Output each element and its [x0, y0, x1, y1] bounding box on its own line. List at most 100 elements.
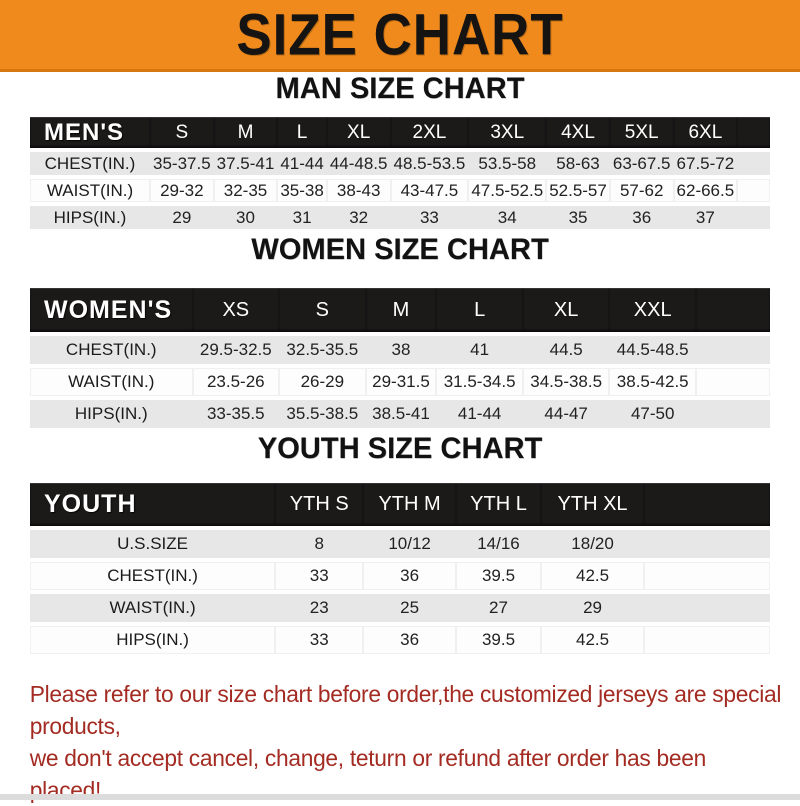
value-cell: 29-31.5	[365, 368, 437, 396]
value-cell: 67.5-72	[673, 152, 738, 175]
spacer-cell	[696, 368, 770, 396]
value-cell: 31	[277, 206, 327, 229]
size-column-header: 4XL	[546, 117, 610, 148]
value-cell: 33	[275, 562, 364, 590]
table-row: HIPS(IN.) 29 30 31 32 33 34 35 36 37	[30, 206, 770, 229]
table-title-cell: MEN'S	[30, 117, 150, 148]
value-cell: 36	[363, 626, 456, 654]
value-cell: 35-38	[277, 179, 327, 202]
size-column-header: 3XL	[468, 117, 547, 148]
disclaimer-line-2: we don't accept cancel, change, teturn o…	[29, 745, 707, 803]
table-row: WAIST(IN.) 29-32 32-35 35-38 38-43 43-47.5 47.…	[30, 179, 770, 202]
size-column-header: M	[365, 288, 437, 332]
spacer-cell	[644, 594, 770, 622]
value-cell: 42.5	[541, 562, 644, 590]
value-cell: 26-29	[279, 368, 366, 396]
size-column-header: XL	[326, 117, 391, 148]
table-row: CHEST(IN.) 35-37.5 37.5-41 41-44 44-48.5 48.5…	[30, 152, 770, 175]
disclaimer-line-1: Please refer to our size chart before or…	[29, 681, 782, 739]
spacer-cell	[737, 152, 770, 175]
value-cell: 58-63	[546, 152, 610, 175]
size-column-header: XXL	[609, 288, 696, 332]
table-header-row: YOUTH YTH S YTH M YTH L YTH XL	[30, 483, 770, 526]
size-column-header: 2XL	[390, 117, 469, 148]
size-column-header: 6XL	[673, 117, 738, 148]
order-disclaimer: Please refer to our size chart before or…	[0, 678, 792, 806]
table-header-row: MEN'S S M L XL 2XL 3XL 4XL 5XL 6XL	[30, 117, 770, 148]
value-cell: 29	[541, 594, 644, 622]
row-label-cell: HIPS(IN.)	[30, 400, 193, 428]
size-charts-main: MAN SIZE CHART MEN'S S M L XL 2XL 3XL 4XL 5XL 6XL…	[0, 72, 800, 658]
size-column-header: YTH M	[363, 483, 456, 526]
value-cell: 30	[213, 206, 278, 229]
value-cell: 33-35.5	[192, 400, 280, 428]
value-cell: 8	[275, 530, 364, 558]
size-table-men: MEN'S S M L XL 2XL 3XL 4XL 5XL 6XL CHEST(IN.) 35-37…	[30, 113, 770, 233]
value-cell: 44-48.5	[326, 152, 391, 175]
section-youth: YOUTH SIZE CHART YOUTH YTH S YTH M YTH L YTH…	[0, 432, 800, 658]
men-section-heading: MAN SIZE CHART	[275, 72, 525, 105]
value-cell: 43-47.5	[390, 179, 469, 202]
size-column-header: S	[279, 288, 366, 332]
row-label-cell: CHEST(IN.)	[30, 336, 193, 364]
value-cell: 47-50	[609, 400, 696, 428]
value-cell: 48.5-53.5	[390, 152, 469, 175]
table-row: WAIST(IN.) 23.5-26 26-29 29-31.5 31.5-34.5 34…	[30, 368, 770, 396]
value-cell: 41-44	[277, 152, 327, 175]
spacer-cell	[696, 288, 770, 332]
size-column-header: YTH S	[275, 483, 364, 526]
value-cell: 41-44	[436, 400, 523, 428]
value-cell: 35-37.5	[150, 152, 214, 175]
value-cell: 29	[150, 206, 214, 229]
women-section-heading: WOMEN SIZE CHART	[251, 233, 549, 266]
value-cell: 47.5-52.5	[468, 179, 547, 202]
size-table-youth: YOUTH YTH S YTH M YTH L YTH XL U.S.SIZE 8 10/12…	[30, 479, 770, 658]
value-cell: 53.5-58	[468, 152, 547, 175]
size-column-header: XL	[522, 288, 610, 332]
value-cell: 25	[363, 594, 456, 622]
size-chart-banner: SIZE CHART	[0, 0, 800, 72]
value-cell: 38.5-41	[365, 400, 437, 428]
table-row: U.S.SIZE 8 10/12 14/16 18/20	[30, 530, 770, 558]
value-cell: 38-43	[326, 179, 391, 202]
value-cell: 38.5-42.5	[609, 368, 696, 396]
spacer-cell	[644, 626, 770, 654]
table-title-cell: YOUTH	[30, 483, 276, 526]
size-column-header: 5XL	[609, 117, 674, 148]
value-cell: 18/20	[541, 530, 644, 558]
value-cell: 35	[546, 206, 610, 229]
table-row: HIPS(IN.) 33-35.5 35.5-38.5 38.5-41 41-44 44-…	[30, 400, 770, 428]
row-label-cell: HIPS(IN.)	[30, 626, 276, 654]
size-column-header: YTH L	[455, 483, 542, 526]
value-cell: 36	[609, 206, 674, 229]
value-cell: 41	[436, 336, 523, 364]
youth-table-wrap: YOUTH YTH S YTH M YTH L YTH XL U.S.SIZE 8 10/12…	[30, 479, 770, 658]
spacer-cell	[644, 530, 770, 558]
size-column-header: M	[213, 117, 278, 148]
spacer-cell	[644, 483, 770, 526]
table-row: HIPS(IN.) 33 36 39.5 42.5	[30, 626, 770, 654]
value-cell: 36	[363, 562, 456, 590]
value-cell: 37.5-41	[213, 152, 278, 175]
row-label-cell: WAIST(IN.)	[30, 179, 150, 202]
table-row: CHEST(IN.) 33 36 39.5 42.5	[30, 562, 770, 590]
table-row: WAIST(IN.) 23 25 27 29	[30, 594, 770, 622]
row-label-cell: CHEST(IN.)	[30, 152, 150, 175]
value-cell: 39.5	[455, 562, 542, 590]
value-cell: 42.5	[541, 626, 644, 654]
section-men: MAN SIZE CHART MEN'S S M L XL 2XL 3XL 4XL 5XL 6XL…	[0, 72, 800, 233]
size-column-header: XS	[192, 288, 280, 332]
value-cell: 32	[326, 206, 391, 229]
row-label-cell: U.S.SIZE	[30, 530, 276, 558]
value-cell: 44.5	[522, 336, 610, 364]
men-table-wrap: MEN'S S M L XL 2XL 3XL 4XL 5XL 6XL CHEST(IN.) 35-37…	[30, 113, 770, 233]
value-cell: 34.5-38.5	[522, 368, 610, 396]
value-cell: 32.5-35.5	[279, 336, 366, 364]
value-cell: 33	[275, 626, 364, 654]
value-cell: 32-35	[213, 179, 278, 202]
value-cell: 29.5-32.5	[192, 336, 280, 364]
value-cell: 33	[390, 206, 469, 229]
row-label-cell: WAIST(IN.)	[30, 594, 276, 622]
value-cell: 27	[455, 594, 542, 622]
row-label-cell: CHEST(IN.)	[30, 562, 276, 590]
